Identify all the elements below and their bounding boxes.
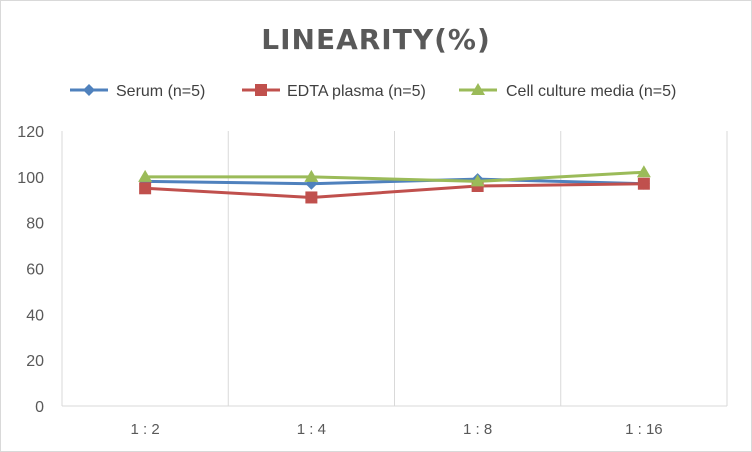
y-tick-label: 40 <box>26 307 44 324</box>
legend-label-edta-plasma: EDTA plasma (n=5) <box>287 83 426 100</box>
x-tick-label: 1 : 2 <box>131 421 160 438</box>
legend: Serum (n=5) EDTA plasma (n=5) Cell cultu… <box>70 83 676 100</box>
series-line-serum <box>145 177 644 186</box>
data-point <box>304 169 319 182</box>
series-line-edta-plasma <box>145 182 644 199</box>
y-tick-label: 120 <box>17 124 44 141</box>
data-point <box>139 182 152 195</box>
data-point <box>305 191 318 204</box>
legend-item-serum: Serum (n=5) <box>70 83 205 100</box>
y-tick-label: 100 <box>17 170 44 187</box>
y-tick-label: 20 <box>26 353 44 370</box>
y-tick-label: 60 <box>26 262 44 279</box>
series-cell-culture-media <box>138 165 651 187</box>
series-group <box>138 165 651 204</box>
legend-marker-cell-culture-media <box>471 83 485 95</box>
x-tick-label: 1 : 4 <box>297 421 326 438</box>
x-axis-ticks: 1 : 2 1 : 4 1 : 8 1 : 16 <box>131 421 663 438</box>
series-line-cell-culture-media <box>145 170 644 183</box>
y-axis-ticks: 0 20 40 60 80 100 120 <box>17 124 44 416</box>
legend-label-cell-culture-media: Cell culture media (n=5) <box>506 83 676 100</box>
legend-marker-edta-plasma <box>255 84 267 96</box>
data-point <box>636 165 651 178</box>
legend-marker-serum <box>83 84 95 96</box>
legend-item-edta-plasma: EDTA plasma (n=5) <box>242 83 426 100</box>
plot-grid <box>61 131 728 407</box>
data-point <box>637 177 650 190</box>
x-tick-label: 1 : 16 <box>625 421 663 438</box>
data-point <box>470 174 485 187</box>
chart-title: LINEARITY(%) <box>261 23 491 56</box>
x-tick-label: 1 : 8 <box>463 421 492 438</box>
y-tick-label: 0 <box>35 399 44 416</box>
data-point <box>138 169 153 182</box>
legend-item-cell-culture-media: Cell culture media (n=5) <box>459 83 676 100</box>
legend-label-serum: Serum (n=5) <box>116 83 205 100</box>
y-tick-label: 80 <box>26 216 44 233</box>
